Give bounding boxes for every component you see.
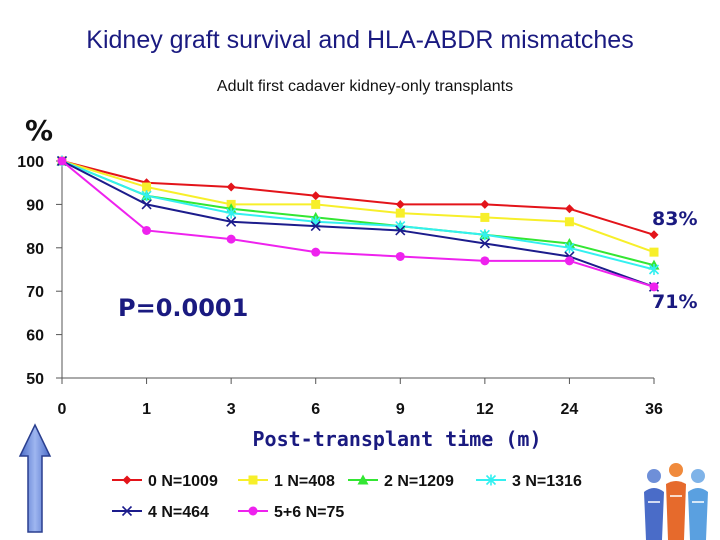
data-point-s0-36 xyxy=(649,230,659,240)
data-point-s5-1 xyxy=(142,225,152,235)
legend-item-0: 0 N=1009 xyxy=(112,473,218,490)
y-tick-label: 70 xyxy=(26,284,44,301)
data-point-s5-36 xyxy=(649,282,659,292)
x-tick-label: 9 xyxy=(396,401,405,418)
legend-label: 3 N=1316 xyxy=(512,473,582,490)
legend-marker xyxy=(485,474,497,486)
legend-marker xyxy=(357,474,369,485)
data-point-s5-12 xyxy=(480,256,490,266)
legend-label: 2 N=1209 xyxy=(384,473,454,490)
data-point-s5-24 xyxy=(564,256,574,266)
series-line-4 xyxy=(61,160,655,288)
data-point-s4-6 xyxy=(310,221,321,232)
series-line-1 xyxy=(61,160,655,254)
series-line-0 xyxy=(61,160,655,236)
legend-marker xyxy=(248,506,258,516)
data-point-s0-24 xyxy=(564,204,574,214)
data-point-s1-24 xyxy=(564,217,574,227)
data-point-s1-12 xyxy=(480,212,490,222)
data-point-s3-3 xyxy=(226,207,237,219)
data-point-s5-0 xyxy=(57,156,67,166)
data-point-s0-9 xyxy=(395,199,405,209)
legend-item-1: 1 N=408 xyxy=(238,473,335,490)
x-tick-label: 24 xyxy=(561,401,579,418)
legend-label: 0 N=1009 xyxy=(148,473,218,490)
data-point-s3-1 xyxy=(141,190,152,202)
legend-marker xyxy=(122,475,132,485)
x-tick-label: 36 xyxy=(645,401,663,418)
data-point-s5-6 xyxy=(311,247,321,257)
y-tick-label: 100 xyxy=(17,154,44,171)
annotation-83-percent: 83% xyxy=(652,208,697,230)
data-point-s1-1 xyxy=(142,182,152,192)
y-tick-label: 90 xyxy=(26,197,44,214)
data-point-s4-12 xyxy=(479,238,490,249)
data-point-s1-6 xyxy=(311,199,321,209)
family-logo-icon xyxy=(644,463,708,540)
series-5 xyxy=(57,156,659,292)
series-line-5 xyxy=(61,160,655,288)
data-point-s4-3 xyxy=(226,216,237,227)
p-value-annotation: P=0.0001 xyxy=(118,294,248,322)
x-tick-label: 1 xyxy=(142,401,151,418)
legend-item-3: 3 N=1316 xyxy=(476,473,582,490)
legend-label: 4 N=464 xyxy=(148,504,209,521)
series-line-2 xyxy=(61,160,655,267)
data-point-s3-12 xyxy=(479,229,490,241)
data-point-s0-6 xyxy=(311,191,321,201)
data-point-s0-3 xyxy=(226,182,236,192)
annotation-71-percent: 71% xyxy=(652,291,697,313)
chart-subtitle: Adult first cadaver kidney-only transpla… xyxy=(216,78,514,95)
legend-marker xyxy=(248,475,258,485)
legend-item-4: 4 N=464 xyxy=(112,504,209,521)
x-axis-label: Post-transplant time (m) xyxy=(253,427,542,451)
x-tick-label: 12 xyxy=(476,401,494,418)
x-tick-label: 3 xyxy=(227,401,236,418)
data-point-s1-36 xyxy=(649,247,659,257)
data-point-s4-1 xyxy=(141,199,152,210)
y-axis-label: % xyxy=(25,114,53,147)
legend-item-2: 2 N=1209 xyxy=(348,473,454,490)
y-tick-label: 50 xyxy=(26,371,44,388)
data-point-s0-12 xyxy=(480,199,490,209)
x-tick-label: 0 xyxy=(58,401,67,418)
data-point-s3-36 xyxy=(648,264,660,275)
data-point-s4-9 xyxy=(395,225,406,236)
legend-marker xyxy=(121,505,133,517)
y-tick-label: 80 xyxy=(26,241,44,258)
data-point-s1-9 xyxy=(395,208,405,218)
legend-label: 1 N=408 xyxy=(274,473,335,490)
chart-title: Kidney graft survival and HLA-ABDR misma… xyxy=(86,26,634,54)
legend-item-5: 5+6 N=75 xyxy=(238,504,344,521)
series-line-3 xyxy=(61,160,655,271)
x-tick-label: 6 xyxy=(311,401,320,418)
up-arrow-icon xyxy=(18,423,52,533)
data-point-s3-24 xyxy=(564,242,575,254)
legend-label: 5+6 N=75 xyxy=(274,504,344,521)
data-point-s5-3 xyxy=(226,234,236,244)
data-point-s5-9 xyxy=(395,251,405,261)
y-tick-label: 60 xyxy=(26,328,44,345)
